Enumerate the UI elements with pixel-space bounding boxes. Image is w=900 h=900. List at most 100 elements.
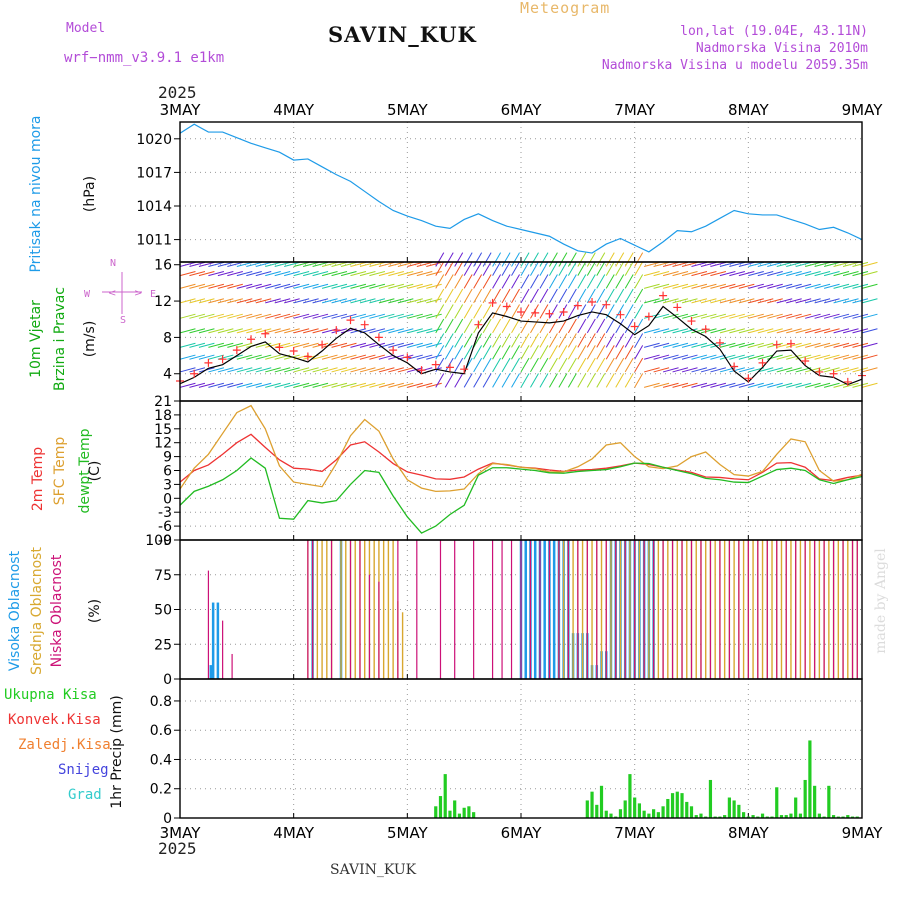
precip-bar bbox=[765, 816, 769, 818]
wind-barb bbox=[369, 283, 386, 289]
wind-barb bbox=[492, 357, 502, 373]
meteogram-title: Meteogram bbox=[520, 0, 611, 17]
wind-barb bbox=[482, 318, 492, 334]
wind-barb bbox=[530, 333, 539, 348]
wind-barb bbox=[331, 283, 348, 289]
wind-barb bbox=[586, 357, 596, 373]
wind-barb bbox=[814, 354, 831, 360]
y-tick-label: 8 bbox=[163, 330, 172, 346]
wind-barb bbox=[586, 261, 596, 276]
wind-barbs bbox=[179, 252, 878, 388]
precip-bar bbox=[652, 809, 656, 818]
precip-bar bbox=[794, 797, 798, 818]
precip-bar bbox=[727, 797, 731, 818]
wind-barb bbox=[473, 288, 483, 304]
wind-barb bbox=[198, 382, 215, 388]
wind-barb bbox=[274, 313, 291, 319]
wind-barb bbox=[596, 357, 606, 373]
wind-barb bbox=[416, 382, 433, 388]
wind-barb bbox=[473, 274, 483, 289]
wind-barb bbox=[482, 373, 492, 388]
wind-barb bbox=[482, 274, 492, 289]
wind-barb bbox=[416, 342, 433, 348]
precip-bar bbox=[760, 813, 765, 818]
wind-barb bbox=[786, 283, 802, 289]
wind-barb bbox=[179, 261, 196, 268]
wind-barb bbox=[236, 261, 253, 268]
wind-barb bbox=[198, 298, 215, 304]
wind-barb bbox=[738, 283, 755, 289]
wind-barb bbox=[691, 298, 708, 304]
wind-barb bbox=[567, 274, 577, 289]
wind-barb bbox=[738, 354, 755, 360]
wind-barb bbox=[842, 283, 859, 289]
mid-cloud-bar bbox=[714, 540, 716, 679]
wind-barb bbox=[208, 367, 225, 373]
mid-cloud-bar bbox=[619, 540, 622, 679]
wind-barb bbox=[454, 288, 464, 304]
wind-barb bbox=[738, 313, 755, 319]
wind-barb bbox=[189, 313, 206, 319]
low-cloud-bar bbox=[548, 540, 551, 679]
wind-barb bbox=[397, 313, 414, 319]
wind-barb bbox=[236, 354, 253, 360]
wind-barb bbox=[426, 261, 442, 268]
wind-barb bbox=[833, 367, 850, 373]
wind-barb bbox=[757, 261, 774, 268]
wind-barb bbox=[397, 261, 414, 268]
wind-barb bbox=[776, 382, 793, 388]
wind-barb bbox=[444, 288, 454, 304]
wind-barb bbox=[795, 328, 812, 334]
wind-barb bbox=[767, 342, 783, 348]
wind-barb bbox=[397, 298, 414, 304]
wind-barb bbox=[710, 367, 727, 373]
wind-barb bbox=[852, 367, 869, 373]
wind-barb bbox=[738, 382, 755, 388]
low-cloud-bar bbox=[643, 540, 645, 679]
low-cloud-bar bbox=[804, 540, 806, 679]
mid-cloud-bar bbox=[600, 540, 603, 679]
low-cloud-bar bbox=[700, 540, 702, 679]
x-label-bottom: 6MAY bbox=[501, 824, 543, 842]
wind-barb bbox=[605, 318, 615, 334]
wind-barb bbox=[530, 274, 539, 289]
wind-barb bbox=[681, 313, 698, 319]
wind-barb bbox=[767, 313, 783, 319]
year-top: 2025 bbox=[158, 83, 197, 102]
wind-barb bbox=[217, 382, 234, 388]
wind-barb bbox=[246, 367, 262, 373]
wind-barb bbox=[407, 342, 423, 348]
precip-bar bbox=[595, 804, 599, 818]
mid-cloud-bar bbox=[705, 540, 707, 679]
wind-barb bbox=[217, 271, 234, 277]
wind-barb bbox=[189, 283, 206, 289]
wind-barb bbox=[605, 357, 615, 373]
wind-barb bbox=[463, 318, 473, 334]
wind-barb bbox=[567, 261, 577, 276]
wind-barb bbox=[757, 283, 774, 289]
mid-cloud-bar bbox=[657, 540, 660, 679]
wind-barb bbox=[407, 298, 423, 304]
precip-bar bbox=[585, 800, 589, 818]
precip-bar bbox=[808, 740, 812, 818]
wind-barb bbox=[577, 373, 587, 388]
wind-barb bbox=[681, 328, 698, 334]
wind-barb bbox=[303, 367, 319, 373]
wind-barb bbox=[710, 342, 727, 348]
low-cloud-bar bbox=[501, 540, 503, 679]
wind-barb bbox=[444, 333, 454, 348]
gust-marker bbox=[815, 367, 824, 376]
gust-marker bbox=[431, 360, 440, 369]
wind-barb bbox=[350, 271, 367, 277]
x-label-bottom: 9MAY bbox=[842, 824, 884, 842]
wind-barb bbox=[605, 345, 615, 360]
year-bottom: 2025 bbox=[158, 839, 197, 858]
wind-barb bbox=[596, 318, 606, 334]
wind-barb bbox=[359, 342, 376, 348]
wind-barb bbox=[444, 373, 454, 388]
wind-barb bbox=[284, 261, 300, 268]
low-cloud-bar bbox=[634, 540, 636, 679]
wind-barb bbox=[719, 271, 736, 277]
wind-barb bbox=[482, 288, 492, 304]
low-cloud-bar bbox=[776, 540, 778, 679]
